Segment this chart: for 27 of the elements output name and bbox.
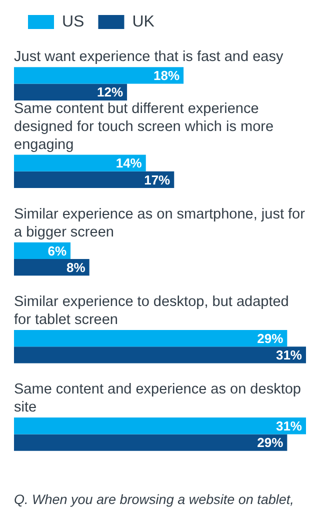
data-label: 17%: [144, 172, 171, 188]
data-label: 29%: [257, 330, 284, 346]
bar: [14, 259, 90, 276]
y-tick-label: Similar experience as on smartphone, just for a bigger screen: [14, 206, 306, 240]
data-label: 8%: [66, 260, 86, 275]
bar: [14, 84, 128, 100]
data-label: 31%: [276, 348, 302, 362]
bar: [14, 67, 184, 84]
data-label: 29%: [257, 435, 284, 450]
bar: [14, 171, 174, 188]
data-label: 14%: [116, 156, 142, 171]
y-tick-label: Same content but different experience designed for touch screen which is more engaging: [14, 100, 274, 153]
data-label: 31%: [276, 418, 302, 434]
data-label: 12%: [97, 84, 124, 100]
data-label: 6%: [48, 243, 67, 258]
legend-label: UK: [132, 13, 155, 30]
legend-label: US: [62, 13, 84, 30]
text: Q. When you are browsing a website on tablet,: [14, 492, 294, 507]
data-label: 18%: [154, 68, 180, 84]
y-tick-label: Similar experience to desktop, but adapted for tablet screen: [14, 294, 289, 328]
bar: [14, 434, 288, 451]
y-tick-label: Just want experience that is fast and easy: [14, 49, 284, 66]
y-tick-label: Same content and experience as on desktop site: [14, 382, 301, 416]
bar: [14, 330, 288, 347]
bar: [14, 418, 306, 434]
bar: [14, 346, 306, 364]
bar: [14, 154, 146, 172]
